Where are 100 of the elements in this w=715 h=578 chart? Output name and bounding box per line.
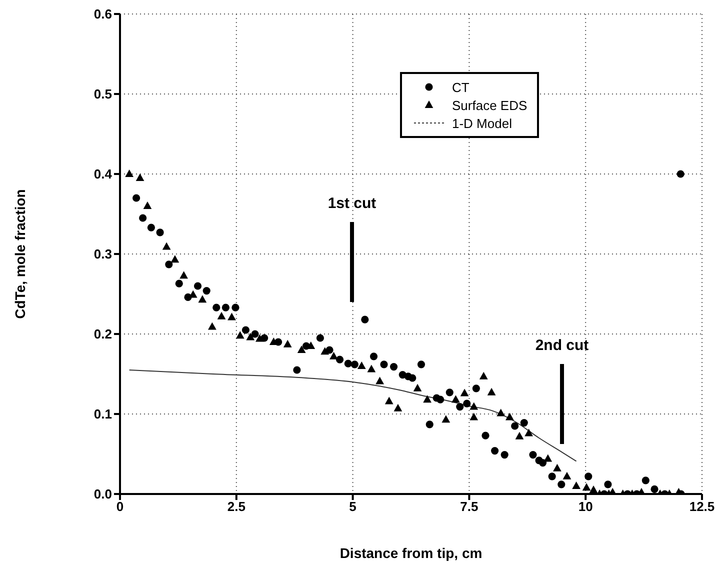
point — [436, 396, 444, 404]
point — [367, 364, 376, 372]
point — [236, 331, 244, 339]
legend-label: Surface EDS — [452, 98, 528, 112]
point — [156, 228, 164, 236]
point — [676, 170, 684, 178]
point — [246, 332, 255, 340]
point — [208, 322, 216, 330]
point — [255, 334, 264, 342]
point — [320, 347, 330, 355]
point — [470, 412, 478, 420]
point — [463, 400, 471, 408]
point — [370, 352, 378, 360]
legend-label: CT — [452, 80, 470, 94]
point — [394, 404, 402, 412]
point — [446, 388, 454, 396]
y-tick-label: 0.3 — [94, 246, 112, 262]
point — [297, 346, 306, 353]
point — [642, 476, 650, 484]
y-tick-label: 0.4 — [94, 166, 113, 182]
point — [139, 214, 147, 222]
y-tick-label: 0.0 — [94, 486, 112, 502]
point — [529, 451, 537, 459]
annotation: 1st cut — [328, 195, 376, 212]
x-tick-label: 2.5 — [227, 499, 246, 514]
point — [384, 396, 394, 404]
point — [217, 312, 226, 320]
point — [350, 360, 358, 368]
point — [515, 432, 524, 440]
point — [136, 174, 144, 181]
point — [251, 330, 259, 338]
point — [452, 395, 460, 403]
point — [380, 360, 388, 368]
point — [143, 202, 152, 209]
point — [198, 295, 207, 303]
point — [170, 255, 180, 263]
point — [584, 472, 592, 480]
point — [496, 408, 506, 416]
point — [222, 304, 230, 312]
point — [180, 271, 188, 279]
point — [175, 280, 183, 288]
point — [558, 480, 566, 488]
point — [165, 260, 173, 268]
point — [293, 366, 301, 374]
annotation: 2nd cut — [535, 337, 589, 354]
point — [460, 388, 469, 396]
x-tick-label: 7.5 — [460, 499, 478, 514]
point — [228, 312, 236, 320]
point — [361, 316, 369, 324]
point — [470, 402, 478, 410]
point — [572, 482, 580, 489]
point — [357, 362, 366, 369]
point — [344, 360, 352, 368]
point — [162, 242, 171, 250]
point — [553, 464, 562, 472]
legend-label: 1-D Model — [452, 116, 512, 130]
point — [336, 356, 344, 364]
point — [544, 454, 552, 462]
point — [500, 451, 508, 459]
point — [548, 472, 556, 480]
point — [132, 194, 140, 202]
point — [423, 395, 432, 403]
y-tick-label: 0.2 — [94, 326, 112, 342]
point — [417, 360, 426, 368]
point — [562, 472, 572, 480]
point — [479, 372, 488, 380]
point — [650, 485, 658, 493]
line-series — [128, 370, 577, 462]
x-tick-label: 12.5 — [689, 499, 715, 514]
point — [147, 224, 155, 232]
point — [472, 384, 480, 392]
point — [330, 352, 338, 360]
y-tick-label: 0.6 — [94, 6, 112, 22]
point — [242, 326, 250, 334]
x-tick-label: 0 — [116, 499, 124, 514]
point — [408, 374, 416, 382]
point — [582, 483, 591, 491]
point — [589, 486, 598, 493]
point — [390, 363, 398, 371]
point — [487, 388, 496, 396]
point — [376, 376, 384, 384]
point — [283, 340, 292, 348]
point — [442, 415, 450, 423]
point — [538, 459, 547, 467]
x-tick-label: 10 — [578, 499, 593, 514]
point — [316, 334, 324, 342]
y-tick-label: 0.1 — [94, 406, 112, 422]
point — [456, 403, 464, 411]
x-tick-label: 5 — [349, 499, 356, 514]
point — [604, 480, 612, 488]
point — [194, 282, 202, 290]
point — [520, 419, 528, 427]
point — [506, 412, 514, 420]
point — [482, 432, 490, 440]
point — [426, 420, 434, 428]
x-axis-title: Distance from tip, cm — [340, 545, 482, 561]
point — [413, 384, 422, 392]
point — [511, 422, 519, 430]
y-axis-title: CdTe, mole fraction — [12, 189, 28, 319]
point — [125, 170, 134, 177]
